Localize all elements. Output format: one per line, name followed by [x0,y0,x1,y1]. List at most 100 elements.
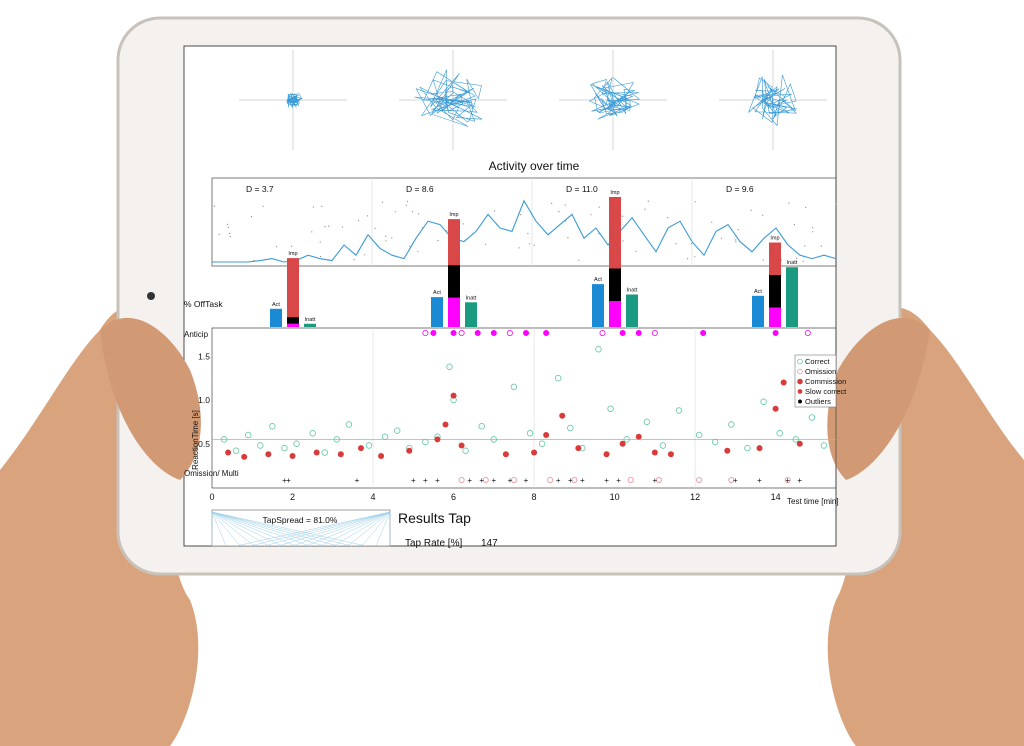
tap-line [305,511,391,547]
activity-dot [675,243,677,245]
activity-dot [635,250,637,252]
point-commission [559,412,566,419]
d-label-3: D = 11.0 [566,184,598,194]
point-multi: + [785,476,790,485]
d-label-1: D = 3.7 [246,184,274,194]
activity-dot [366,215,368,217]
activity-dot [598,206,600,208]
activity-dot [735,241,737,243]
point-omission [547,476,554,483]
point-commission [756,445,763,452]
bar-inatt [626,294,638,327]
point-correct [393,427,401,434]
point-correct [333,436,340,443]
activity-line [212,199,837,263]
tablet-screen [183,45,837,547]
point-commission [531,449,538,456]
anticip-points [422,329,811,336]
legend-marker [797,389,803,394]
point-multi: + [568,476,573,485]
point-multi: + [467,476,472,485]
ytick-label: 0.5 [198,439,210,449]
point-multi: + [524,476,529,485]
point-anticip [450,329,457,336]
point-correct [510,383,518,391]
point-omission [627,476,634,483]
bar-label-inatt: Inatt [305,317,316,323]
point-commission [651,449,658,456]
activity-segment-dividers [371,178,693,266]
xtick-label: 0 [209,492,214,502]
point-anticip [458,329,465,336]
activity-dot [262,205,264,207]
activity-dot [622,240,624,242]
activity-dot [229,235,231,238]
activity-dot [762,259,764,261]
point-correct [257,442,264,449]
activity-dot [802,260,804,262]
point-correct [478,423,485,430]
activity-plot-frame [211,177,837,267]
point-correct [446,363,453,370]
legend-marker [797,378,803,385]
activity-dot [835,203,837,205]
point-anticip [506,329,513,336]
legend-marker [797,368,803,375]
point-correct [695,431,703,439]
point-correct [760,398,767,405]
point-correct [345,421,353,428]
left-thumb [100,317,201,480]
activity-dot [737,229,739,231]
point-multi: + [797,476,802,485]
point-anticip [651,329,658,336]
point-commission [378,453,385,459]
point-correct [792,436,799,443]
point-anticip [490,329,497,336]
tap-line [211,511,297,547]
bar-imp-magenta [287,323,299,327]
tap-line [263,511,391,547]
activity-dot [578,259,580,261]
xtick-label: 4 [371,492,376,502]
point-anticip [543,329,550,336]
tap-line [211,511,283,547]
activity-dot [750,209,752,211]
activity-dot [421,227,423,229]
bar-label-act: Act [272,302,280,308]
point-commission [603,451,610,458]
point-anticip [599,329,606,336]
point-correct [675,407,683,414]
point-anticip [523,329,530,336]
movement-traces [239,50,827,150]
tap-line [211,511,255,547]
bar-label-imp: Imp [770,236,779,242]
tap-line [211,511,227,547]
omission-markers: + + + + + + + + + + + + + + + + + + + + + [282,476,802,485]
bar-label-act: Act [754,289,762,295]
point-correct [607,405,614,412]
activity-dot [598,233,600,235]
tap-rate-label: Tap Rate [%] [405,538,462,549]
activity-dot [528,243,531,245]
xtick-label: 12 [690,492,700,502]
xtick-label: 2 [290,492,295,502]
activity-dot [811,226,814,229]
tap-line [211,511,311,547]
point-commission [434,436,441,443]
tap-line [211,511,339,547]
point-omission [510,476,517,483]
point-multi: + [580,476,585,485]
activity-dot [533,244,535,246]
trace-path-2 [414,69,483,127]
activity-dot [694,256,696,258]
activity-dot [364,254,366,256]
point-correct [245,431,252,439]
point-multi: + [286,476,291,485]
legend-marker [798,399,802,404]
point-multi: + [556,476,561,485]
activity-dot [341,226,343,228]
tap-line [211,511,353,547]
activity-dot [407,200,409,203]
bar-label-imp: Imp [288,251,297,257]
bar-imp-black [609,268,621,301]
